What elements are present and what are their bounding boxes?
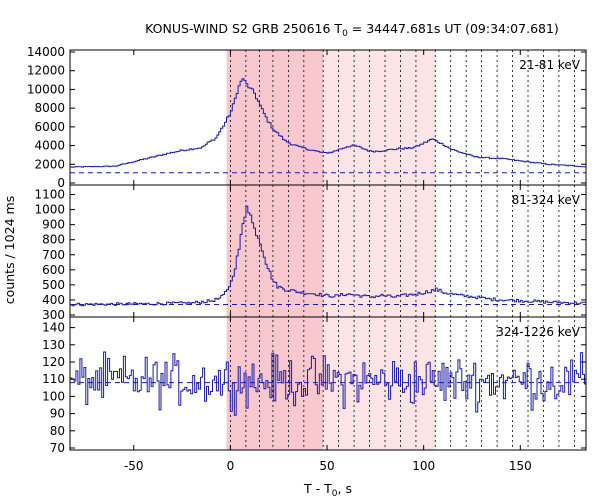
y-tick-label-0-7: 14000 (27, 45, 65, 59)
panel-label-2: 324-1226 keV (496, 325, 580, 339)
y-tick-label-2-5: 120 (42, 355, 65, 369)
y-tick-label-0-6: 12000 (27, 64, 65, 78)
y-tick-label-0-0: 0 (57, 176, 65, 190)
y-tick-label-0-1: 2000 (34, 157, 65, 171)
x-axis-label: T - T0, s (303, 481, 352, 499)
y-tick-label-0-2: 4000 (34, 139, 65, 153)
x-tick-labels: -50 0 50 100 150 (124, 459, 532, 473)
highlight-region-0 (226, 50, 324, 450)
panel-frame-2 (69, 316, 587, 451)
x-tick-label-4: 150 (509, 459, 532, 473)
y-tick-label-1-8: 1100 (34, 188, 65, 202)
y-tick-label-1-0: 300 (42, 308, 65, 322)
y-tick-label-1-6: 900 (42, 218, 65, 232)
chart-title-subscript: 0 (342, 29, 348, 39)
y-tick-label-2-3: 100 (42, 389, 65, 403)
series-line-2 (70, 351, 586, 416)
x-axis-label-main: T - T (303, 481, 332, 496)
y-tick-label-2-2: 90 (50, 407, 65, 421)
chart-title-main: KONUS-WIND S2 GRB 250616 T (145, 21, 342, 36)
x-tick-label-0: -50 (124, 459, 144, 473)
panel-label-0: 21-81 keV (519, 58, 581, 72)
x-axis-label-subscript: 0 (332, 489, 338, 499)
series-line-1 (70, 205, 586, 307)
y-tick-label-1-5: 800 (42, 233, 65, 247)
x-axis-label-rest: , s (338, 481, 352, 496)
x-tick-label-1: 0 (227, 459, 235, 473)
chart-title-rest: = 34447.681s UT (09:34:07.681) (348, 21, 559, 36)
x-tick-label-3: 100 (412, 459, 435, 473)
y-tick-label-0-3: 6000 (34, 120, 65, 134)
y-tick-label-2-7: 140 (42, 321, 65, 335)
y-tick-label-1-1: 400 (42, 293, 65, 307)
y-tick-label-2-6: 130 (42, 338, 65, 352)
y-tick-label-1-7: 1000 (34, 203, 65, 217)
y-tick-label-1-2: 500 (42, 278, 65, 292)
y-axis-label: counts / 1024 ms (2, 196, 17, 304)
series-line-0 (70, 78, 586, 168)
chart-title: KONUS-WIND S2 GRB 250616 T0 = 34447.681s… (145, 21, 559, 39)
spectrum-boundaries (230, 50, 575, 450)
y-tick-label-1-4: 700 (42, 248, 65, 262)
y-tick-label-0-4: 8000 (34, 101, 65, 115)
y-tick-label-1-3: 600 (42, 263, 65, 277)
x-tick-label-2: 50 (319, 459, 334, 473)
y-tick-label-0-5: 10000 (27, 82, 65, 96)
y-tick-label-2-0: 70 (50, 441, 65, 455)
panels: 0 2000 4000 6000 8000 10000 12000 14000 21-81 ke… (27, 45, 587, 455)
panel-2: 70 80 90 100 110 120 130 140 324-1226 keV (42, 316, 587, 455)
panel-label-1: 81-324 keV (512, 193, 581, 207)
y-tick-label-2-4: 110 (42, 372, 65, 386)
y-tick-label-2-1: 80 (50, 424, 65, 438)
